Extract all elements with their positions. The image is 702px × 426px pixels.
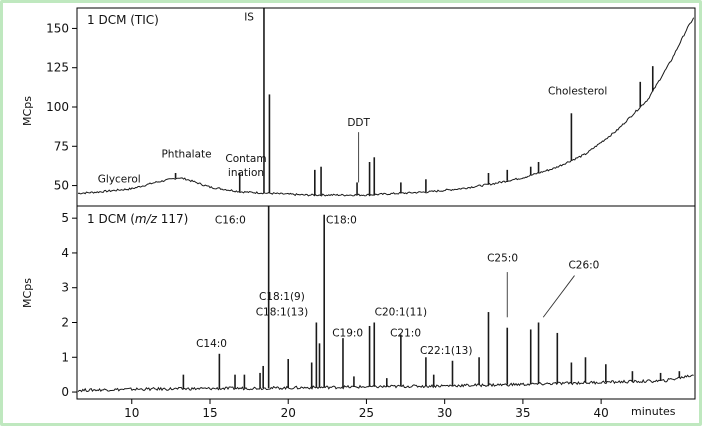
x-tick-label: 15 [202, 406, 217, 420]
mz117-peak-label: C14:0 [196, 338, 227, 350]
tic-peak-label: Cholesterol [548, 85, 607, 97]
tic-peak-label: Phthalate [161, 148, 211, 160]
mz117-peak-label: C16:0 [215, 214, 246, 226]
mz117-y-tick-label: 4 [61, 246, 69, 260]
tic-y-tick-label: 50 [54, 179, 69, 193]
tic-plot-frame [76, 7, 696, 207]
tic-peak-label: Contam [225, 153, 266, 165]
tic-trace-group [77, 8, 695, 197]
mz117-peak-label: C18:1(13) [256, 307, 308, 319]
mz117-panel-title: 1 DCM (m/z 117) [87, 212, 188, 226]
x-tick-label: 25 [359, 406, 374, 420]
tic-y-tick-label: 125 [46, 61, 69, 75]
tic-annotations: Glycerol Phthalate Contam ination IS DDT Chole… [98, 12, 608, 186]
mz117-baseline-trace [77, 374, 694, 393]
tic-peak-label: ination [228, 167, 264, 179]
x-tick-label: 10 [124, 406, 139, 420]
x-axis: 10 15 20 25 30 35 40 [124, 399, 609, 420]
mz117-peak-label: C22:1(13) [420, 345, 472, 357]
mz117-peak-label: C20:1(11) [375, 307, 427, 319]
x-tick-label: 40 [593, 406, 608, 420]
tic-y-tick-label: 150 [46, 21, 69, 35]
tic-peak-label: Glycerol [98, 173, 141, 185]
x-tick-label: 30 [437, 406, 452, 420]
tic-peak-label: DDT [347, 117, 370, 129]
mz117-peak-label: C25:0 [487, 253, 518, 265]
mz117-leader-line [542, 275, 575, 318]
mz117-y-tick-label: 0 [61, 385, 69, 399]
mz117-y-tick-label: 1 [61, 350, 69, 364]
mz117-y-axis-label: MCps [21, 278, 34, 308]
mz117-peak-label: C21:0 [390, 327, 421, 339]
mz117-plot-frame [76, 205, 696, 400]
tic-panel: 1 DCM (TIC) MCps 50 75 100 125 150 Glycerol P… [21, 7, 696, 207]
mz117-annotations: C16:0 C18:0 C18:1(9) C18:1(13) C14:0 C19:0 C20… [196, 214, 599, 356]
x-tick-label: 35 [515, 406, 530, 420]
mz117-peak-label: C18:1(9) [259, 291, 305, 303]
mz117-y-tick-label: 5 [61, 211, 69, 225]
tic-panel-title: 1 DCM (TIC) [87, 13, 159, 27]
mz117-peak-label: C19:0 [332, 327, 363, 339]
tic-baseline-trace [77, 17, 695, 197]
mz117-y-ticks: 0 1 2 3 4 5 [61, 211, 77, 399]
tic-peak-label: IS [244, 12, 254, 24]
mz117-peak-label: C26:0 [568, 260, 599, 272]
x-tick-label: 20 [281, 406, 296, 420]
mz117-peak-label: C18:0 [326, 214, 357, 226]
mz117-y-tick-label: 3 [61, 281, 69, 295]
x-axis-unit-label: minutes [631, 405, 676, 418]
mz117-trace-group [77, 206, 694, 393]
tic-y-tick-label: 100 [46, 100, 69, 114]
tic-y-tick-label: 75 [54, 139, 69, 153]
mz117-y-tick-label: 2 [61, 315, 69, 329]
tic-y-axis-label: MCps [21, 96, 34, 126]
tic-y-ticks: 50 75 100 125 150 [46, 21, 77, 193]
